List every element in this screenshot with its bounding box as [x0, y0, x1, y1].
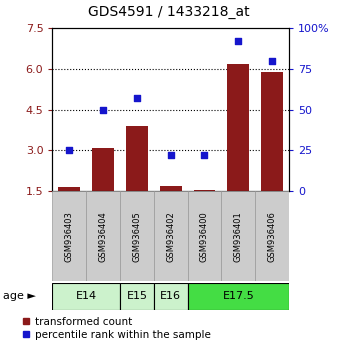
- Text: GDS4591 / 1433218_at: GDS4591 / 1433218_at: [88, 5, 250, 19]
- Bar: [52, 191, 86, 281]
- Point: [269, 58, 275, 64]
- Bar: [58, 187, 80, 232]
- Point: [168, 153, 173, 158]
- Text: E17.5: E17.5: [222, 291, 254, 302]
- Point: [100, 107, 106, 113]
- Bar: [92, 148, 114, 232]
- Bar: [227, 64, 249, 232]
- Text: E16: E16: [160, 291, 181, 302]
- Text: GSM936403: GSM936403: [65, 211, 74, 262]
- Text: GSM936405: GSM936405: [132, 211, 141, 262]
- Bar: [193, 190, 216, 232]
- Bar: [261, 72, 283, 232]
- Text: E15: E15: [126, 291, 147, 302]
- Bar: [120, 283, 154, 310]
- Text: age ►: age ►: [3, 291, 36, 302]
- Bar: [154, 191, 188, 281]
- Bar: [126, 126, 148, 232]
- Bar: [188, 191, 221, 281]
- Point: [67, 148, 72, 153]
- Text: GSM936400: GSM936400: [200, 211, 209, 262]
- Point: [134, 96, 140, 101]
- Text: GSM936402: GSM936402: [166, 211, 175, 262]
- Point: [202, 153, 207, 158]
- Text: E14: E14: [76, 291, 97, 302]
- Bar: [160, 186, 182, 232]
- Bar: [188, 283, 289, 310]
- Bar: [221, 191, 255, 281]
- Text: GSM936404: GSM936404: [99, 211, 107, 262]
- Point: [236, 39, 241, 44]
- Bar: [255, 191, 289, 281]
- Bar: [154, 283, 188, 310]
- Text: GSM936401: GSM936401: [234, 211, 243, 262]
- Bar: [120, 191, 154, 281]
- Legend: transformed count, percentile rank within the sample: transformed count, percentile rank withi…: [22, 317, 211, 340]
- Bar: [52, 283, 120, 310]
- Bar: [86, 191, 120, 281]
- Text: GSM936406: GSM936406: [268, 211, 276, 262]
